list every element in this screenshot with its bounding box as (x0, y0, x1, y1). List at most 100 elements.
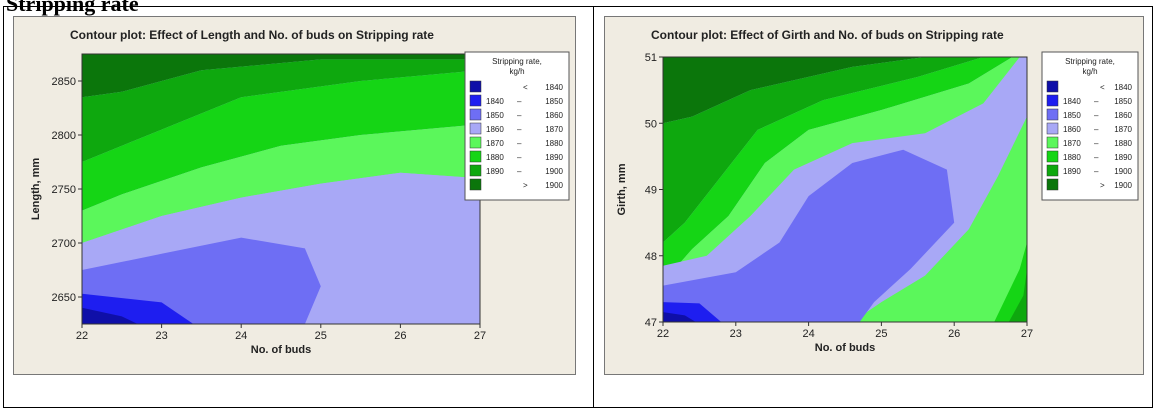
legend-lower: 1880 (1063, 153, 1081, 162)
y-tick-label: 2700 (52, 238, 76, 250)
legend-lower: 1860 (1063, 125, 1081, 134)
legend-swatch (469, 178, 482, 191)
x-tick-label: 22 (76, 330, 88, 342)
page-heading: Stripping rate (6, 0, 139, 16)
contour-band-1900 (663, 57, 926, 124)
contour-band-1880 (663, 57, 1013, 283)
legend-upper: 1900 (1114, 167, 1132, 176)
legend-dash: – (1094, 111, 1099, 120)
x-tick-label: 27 (474, 330, 486, 342)
legend-upper: 1890 (545, 153, 563, 162)
legend-upper: 1900 (1114, 181, 1132, 190)
y-tick-label: 2800 (52, 130, 76, 142)
legend-dash: – (1094, 139, 1099, 148)
legend-swatch (1046, 80, 1059, 93)
legend-title: Stripping rate, (492, 57, 542, 66)
legend-upper: 1880 (1114, 139, 1132, 148)
legend-swatch (469, 136, 482, 149)
legend-swatch (1046, 122, 1059, 135)
legend-swatch (1046, 178, 1059, 191)
legend-lower: 1880 (486, 153, 504, 162)
legend-lower: 1840 (486, 97, 504, 106)
legend-dash: – (1094, 153, 1099, 162)
legend-upper: 1870 (1114, 125, 1132, 134)
contour-band-1830 (82, 307, 138, 324)
legend-title: kg/h (1082, 67, 1097, 76)
y-tick-label: 48 (645, 251, 657, 263)
legend-swatch (469, 164, 482, 177)
legend-upper: 1860 (545, 111, 563, 120)
contour-plot-area (663, 57, 1027, 322)
legend-dash: – (517, 153, 522, 162)
legend-upper: 1880 (545, 139, 563, 148)
contour-band-1890 (1008, 269, 1027, 322)
contour-chart-girth-svg: Contour plot: Effect of Girth and No. of… (616, 28, 1139, 354)
legend-upper: 1850 (1114, 97, 1132, 106)
legend-swatch (469, 122, 482, 135)
contour-band-1880 (994, 242, 1027, 322)
legend-dash: – (517, 97, 522, 106)
x-tick-label: 26 (394, 330, 406, 342)
legend-swatch (469, 80, 482, 93)
contour-plot-area (82, 54, 480, 324)
x-tick-label: 25 (315, 330, 327, 342)
legend-swatch (469, 94, 482, 107)
legend-lower: 1850 (486, 111, 504, 120)
legend-upper: 1860 (1114, 111, 1132, 120)
contour-band-1870 (82, 124, 480, 243)
contour-band-1890 (663, 57, 984, 243)
legend-title: kg/h (509, 67, 524, 76)
x-tick-label: 24 (235, 330, 247, 342)
legend-dash: – (1094, 167, 1099, 176)
legend-lower: 1850 (1063, 111, 1081, 120)
legend-lower: 1840 (1063, 97, 1081, 106)
legend: Stripping rate,kg/h< 1840 1840 – 1850 1850 – 18… (1041, 51, 1139, 201)
y-tick-label: 47 (645, 317, 657, 329)
legend-swatch (1046, 150, 1059, 163)
legend-swatch (1046, 164, 1059, 177)
contour-band-1880 (82, 70, 480, 211)
legend-lower: 1890 (1063, 167, 1081, 176)
x-tick-label: 23 (155, 330, 167, 342)
x-tick-label: 24 (802, 328, 814, 340)
y-tick-label: 50 (645, 118, 657, 130)
chart-title: Contour plot: Effect of Girth and No. of… (651, 28, 1004, 42)
legend-lower: > (1100, 181, 1105, 190)
y-tick-label: 49 (645, 185, 657, 197)
legend-lower: 1870 (486, 139, 504, 148)
legend-lower: < (523, 83, 528, 92)
x-tick-label: 27 (1021, 328, 1033, 340)
contour-chart-girth: Contour plot: Effect of Girth and No. of… (604, 16, 1144, 375)
y-tick-label: 2850 (52, 76, 76, 88)
legend-dash: – (517, 125, 522, 134)
legend-upper: 1870 (545, 125, 563, 134)
x-tick-label: 25 (875, 328, 887, 340)
contour-chart-length-svg: Contour plot: Effect of Length and No. o… (30, 28, 570, 356)
legend-upper: 1900 (545, 167, 563, 176)
legend-upper: 1890 (1114, 153, 1132, 162)
contour-chart-length: Contour plot: Effect of Length and No. o… (13, 16, 576, 375)
legend-dash: – (1094, 97, 1099, 106)
legend-lower: < (1100, 83, 1105, 92)
x-axis-label: No. of buds (815, 342, 876, 354)
x-tick-label: 23 (730, 328, 742, 340)
legend-dash: – (1094, 125, 1099, 134)
legend-upper: 1840 (1114, 83, 1132, 92)
legend-lower: 1890 (486, 167, 504, 176)
contour-band-1890 (82, 59, 480, 162)
legend-upper: 1840 (545, 83, 563, 92)
y-tick-label: 2650 (52, 292, 76, 304)
legend-upper: 1900 (545, 181, 563, 190)
chart-title: Contour plot: Effect of Length and No. o… (70, 28, 434, 42)
y-axis-label: Girth, mm (616, 163, 628, 215)
legend-swatch (1046, 136, 1059, 149)
legend-swatch (469, 150, 482, 163)
legend-title: Stripping rate, (1065, 57, 1115, 66)
y-tick-label: 51 (645, 52, 657, 64)
contour-band-1850 (663, 149, 955, 322)
legend-upper: 1850 (545, 97, 563, 106)
x-axis-label: No. of buds (251, 344, 312, 356)
legend-lower: 1870 (1063, 139, 1081, 148)
legend-swatch (1046, 108, 1059, 121)
legend-swatch (1046, 94, 1059, 107)
